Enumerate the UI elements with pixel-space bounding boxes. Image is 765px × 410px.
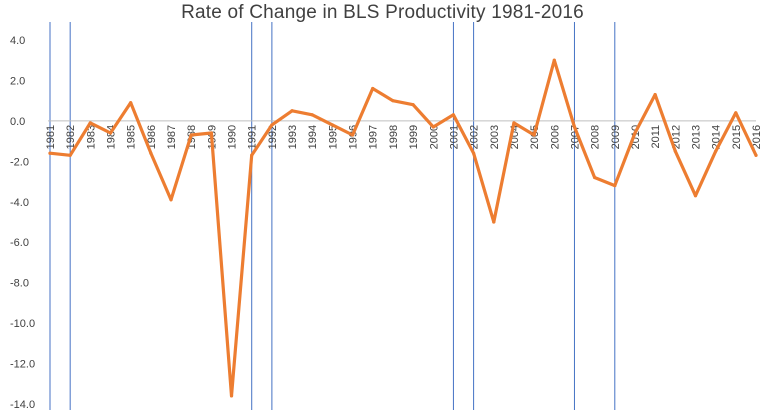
x-tick-label: 2015 <box>731 125 743 149</box>
y-tick-label: 4.0 <box>10 35 25 47</box>
x-tick-label: 2003 <box>489 125 501 149</box>
y-tick-label: 2.0 <box>10 75 25 87</box>
data-point <box>310 113 314 117</box>
x-tick-label: 1992 <box>267 125 279 149</box>
x-tick-label: 1991 <box>247 125 259 149</box>
y-tick-label: 0.0 <box>10 116 25 128</box>
x-tick-label: 1986 <box>146 125 158 149</box>
y-tick-label: -14.0 <box>10 399 35 410</box>
x-tick-label: 1984 <box>106 125 118 149</box>
y-tick-label: -8.0 <box>10 278 29 290</box>
x-tick-label: 1998 <box>388 125 400 149</box>
y-tick-label: -2.0 <box>10 156 29 168</box>
x-tick-label: 1995 <box>327 125 339 149</box>
data-point <box>451 113 456 117</box>
data-point <box>290 109 294 113</box>
x-tick-label: 2014 <box>711 125 723 149</box>
data-point <box>371 86 375 91</box>
x-tick-label: 2007 <box>569 125 581 149</box>
data-point <box>270 123 274 127</box>
data-point <box>431 125 435 129</box>
x-tick-label: 1987 <box>166 125 178 149</box>
x-tick-label: 2013 <box>690 125 702 149</box>
x-tick-label: 2000 <box>428 125 440 149</box>
y-tick-label: -6.0 <box>10 237 29 249</box>
data-point <box>512 121 516 125</box>
x-tick-label: 2010 <box>630 125 642 149</box>
x-tick-label: 2011 <box>650 125 662 149</box>
data-point <box>714 149 718 153</box>
data-point <box>613 184 617 188</box>
data-point <box>411 103 415 107</box>
x-tick-label: 2006 <box>549 125 561 149</box>
x-tick-label: 1997 <box>368 125 380 149</box>
x-tick-label: 2016 <box>751 125 763 149</box>
data-point <box>88 121 92 125</box>
data-point <box>572 125 577 129</box>
data-point <box>472 151 476 155</box>
data-point <box>492 220 496 224</box>
chart-title: Rate of Change in BLS Productivity 1981-… <box>181 2 584 23</box>
y-tick-label: -4.0 <box>10 197 29 209</box>
data-point <box>552 58 556 62</box>
data-point <box>350 133 355 137</box>
data-point <box>693 194 698 198</box>
data-point <box>48 151 52 155</box>
series-line <box>48 58 758 398</box>
data-point <box>673 149 677 153</box>
data-point <box>653 93 657 97</box>
data-point <box>229 394 234 398</box>
x-tick-label: 1985 <box>126 125 138 149</box>
x-tick-label: 2001 <box>448 125 460 149</box>
x-tick-label: 1983 <box>85 125 97 149</box>
data-point <box>391 99 395 103</box>
x-tick-label: 2008 <box>590 125 602 149</box>
x-tick-label: 1981 <box>45 125 57 149</box>
data-point <box>169 198 173 202</box>
x-tick-label: 1982 <box>65 125 77 149</box>
data-point <box>633 131 637 135</box>
data-point <box>108 131 113 135</box>
x-tick-label: 1990 <box>227 125 239 149</box>
x-tick-label: 1994 <box>307 125 319 149</box>
data-point <box>734 111 738 115</box>
y-tick-label: -12.0 <box>10 359 35 371</box>
data-point <box>129 101 133 105</box>
x-tick-label: 2002 <box>469 125 481 149</box>
data-point <box>330 123 334 127</box>
data-point <box>532 133 536 137</box>
x-tick-label: 2009 <box>610 125 622 149</box>
data-point <box>593 175 597 180</box>
data-point <box>189 133 193 137</box>
x-tick-label: 1996 <box>348 125 360 149</box>
data-point <box>209 131 213 135</box>
data-point <box>250 153 254 157</box>
y-tick-label: -10.0 <box>10 318 35 330</box>
data-point <box>68 153 72 157</box>
x-tick-label: 2005 <box>529 125 541 149</box>
data-point <box>754 153 758 157</box>
data-point <box>149 151 153 155</box>
x-tick-label: 1999 <box>408 125 420 149</box>
x-tick-label: 1993 <box>287 125 299 149</box>
